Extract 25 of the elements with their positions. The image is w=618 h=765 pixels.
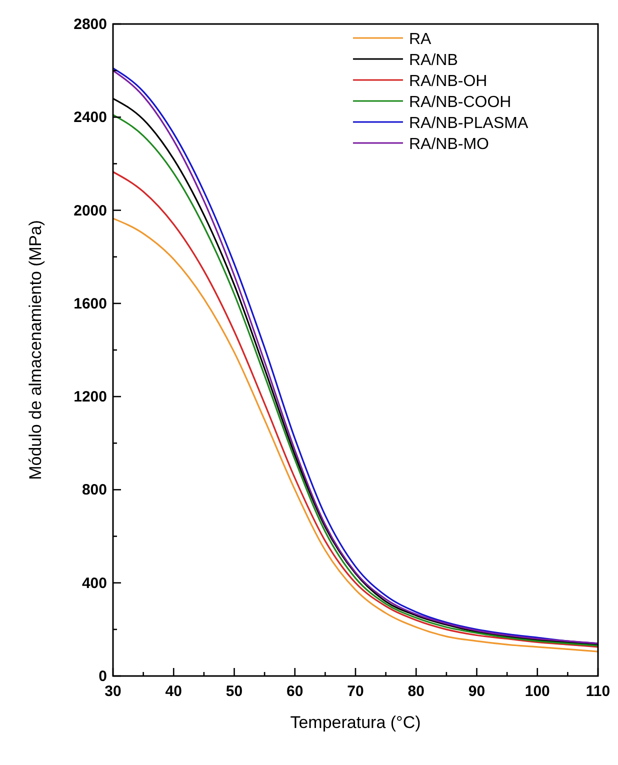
legend-label: RA/NB-OH bbox=[409, 73, 488, 90]
y-tick-label: 2000 bbox=[74, 202, 107, 220]
legend-label: RA/NB-PLASMA bbox=[409, 115, 528, 132]
x-tick-label: 70 bbox=[347, 683, 364, 700]
legend-label: RA bbox=[409, 31, 432, 48]
x-tick-label: 90 bbox=[468, 683, 486, 700]
x-tick-label: 60 bbox=[286, 683, 304, 700]
x-tick-label: 100 bbox=[524, 683, 550, 700]
x-tick-label: 40 bbox=[165, 683, 182, 700]
y-tick-label: 400 bbox=[82, 574, 107, 592]
legend-label: RA/NB-COOH bbox=[409, 94, 512, 111]
x-axis-title: Temperatura (°C) bbox=[290, 713, 421, 732]
x-tick-label: 30 bbox=[104, 683, 122, 700]
y-tick-label: 800 bbox=[82, 482, 107, 499]
x-tick-label: 50 bbox=[226, 683, 243, 700]
y-tick-label: 2800 bbox=[74, 16, 107, 33]
y-tick-label: 1600 bbox=[74, 295, 107, 312]
y-tick-label: 0 bbox=[98, 668, 107, 685]
x-tick-label: 110 bbox=[586, 683, 610, 700]
legend-label: RA/NB-MO bbox=[409, 136, 489, 153]
y-tick-label: 1200 bbox=[74, 388, 107, 406]
y-tick-label: 2400 bbox=[74, 109, 107, 126]
x-tick-label: 80 bbox=[408, 683, 424, 700]
legend-label: RA/NB bbox=[409, 52, 458, 69]
y-axis-title: Módulo de almacenamiento (MPa) bbox=[26, 220, 45, 480]
